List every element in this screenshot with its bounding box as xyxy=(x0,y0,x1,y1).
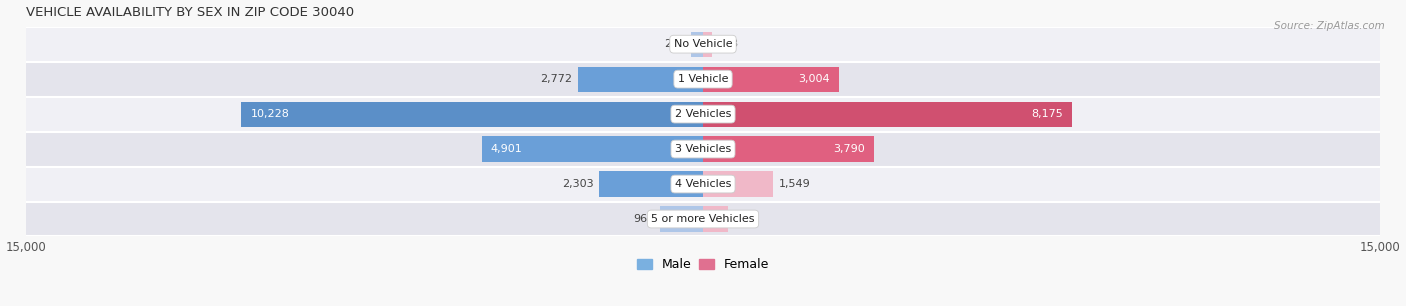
Bar xyxy=(703,32,713,57)
Bar xyxy=(25,202,1381,237)
Text: No Vehicle: No Vehicle xyxy=(673,39,733,49)
Bar xyxy=(703,102,1071,127)
Text: 5 or more Vehicles: 5 or more Vehicles xyxy=(651,214,755,224)
Bar xyxy=(703,171,773,197)
Bar xyxy=(25,62,1381,97)
Text: 2,303: 2,303 xyxy=(562,179,593,189)
Bar xyxy=(659,207,703,232)
Text: 3,790: 3,790 xyxy=(834,144,865,154)
Text: 2 Vehicles: 2 Vehicles xyxy=(675,109,731,119)
Legend: Male, Female: Male, Female xyxy=(631,253,775,276)
Bar xyxy=(482,136,703,162)
Text: Source: ZipAtlas.com: Source: ZipAtlas.com xyxy=(1274,21,1385,32)
Bar xyxy=(703,136,875,162)
Text: 3,004: 3,004 xyxy=(799,74,830,84)
Text: 262: 262 xyxy=(665,39,686,49)
Bar xyxy=(25,27,1381,62)
Text: 203: 203 xyxy=(717,39,738,49)
Bar xyxy=(25,97,1381,132)
Text: 10,228: 10,228 xyxy=(250,109,290,119)
Bar xyxy=(703,207,728,232)
Text: 961: 961 xyxy=(633,214,654,224)
Text: 2,772: 2,772 xyxy=(540,74,572,84)
Bar xyxy=(703,66,838,92)
Text: 1,549: 1,549 xyxy=(779,179,810,189)
Bar xyxy=(692,32,703,57)
Text: 561: 561 xyxy=(734,214,755,224)
Bar xyxy=(599,171,703,197)
Bar xyxy=(25,166,1381,202)
Text: 8,175: 8,175 xyxy=(1031,109,1063,119)
Text: 1 Vehicle: 1 Vehicle xyxy=(678,74,728,84)
Text: 4 Vehicles: 4 Vehicles xyxy=(675,179,731,189)
Text: VEHICLE AVAILABILITY BY SEX IN ZIP CODE 30040: VEHICLE AVAILABILITY BY SEX IN ZIP CODE … xyxy=(25,6,354,19)
Bar xyxy=(25,132,1381,166)
Bar xyxy=(578,66,703,92)
Bar xyxy=(242,102,703,127)
Text: 4,901: 4,901 xyxy=(491,144,523,154)
Text: 3 Vehicles: 3 Vehicles xyxy=(675,144,731,154)
